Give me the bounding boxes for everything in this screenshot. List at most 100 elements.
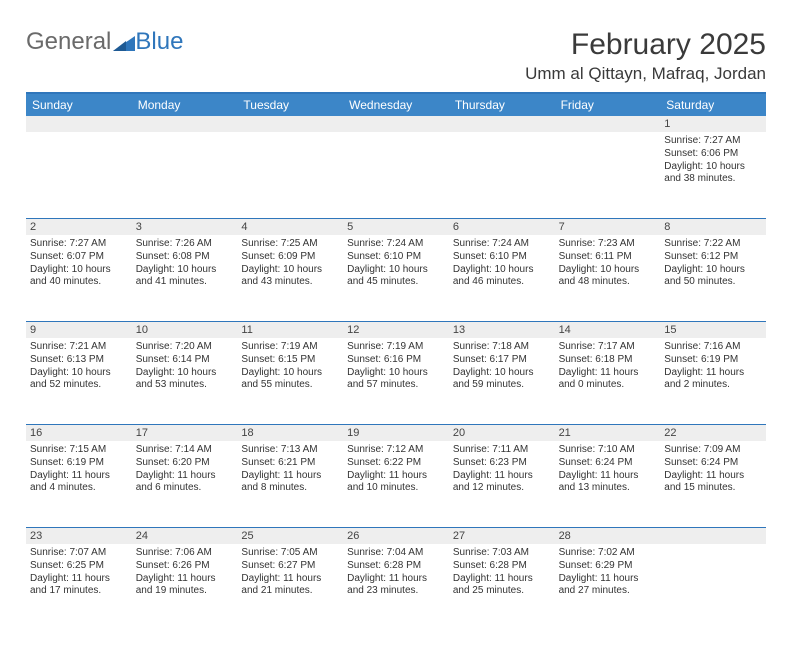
day-number: 12: [343, 322, 449, 338]
calendar-cell: Sunrise: 7:16 AMSunset: 6:19 PMDaylight:…: [660, 338, 766, 424]
day-number: 18: [237, 425, 343, 441]
sunrise-text: Sunrise: 7:20 AM: [136, 341, 234, 354]
day-number: [132, 116, 238, 132]
sunrise-text: Sunrise: 7:15 AM: [30, 444, 128, 457]
sunset-text: Sunset: 6:24 PM: [664, 457, 762, 470]
sunset-text: Sunset: 6:28 PM: [347, 560, 445, 573]
calendar-cell: Sunrise: 7:25 AMSunset: 6:09 PMDaylight:…: [237, 235, 343, 321]
calendar-cell: Sunrise: 7:18 AMSunset: 6:17 PMDaylight:…: [449, 338, 555, 424]
day-number: [26, 116, 132, 132]
sunrise-text: Sunrise: 7:05 AM: [241, 547, 339, 560]
day-number: 20: [449, 425, 555, 441]
daylight-text: Daylight: 10 hours and 50 minutes.: [664, 264, 762, 290]
weekday-header: Friday: [555, 94, 661, 116]
sunrise-text: Sunrise: 7:09 AM: [664, 444, 762, 457]
sunset-text: Sunset: 6:07 PM: [30, 251, 128, 264]
day-number: 5: [343, 219, 449, 235]
sunset-text: Sunset: 6:23 PM: [453, 457, 551, 470]
calendar-cell: Sunrise: 7:24 AMSunset: 6:10 PMDaylight:…: [343, 235, 449, 321]
sunrise-text: Sunrise: 7:22 AM: [664, 238, 762, 251]
calendar-cell: Sunrise: 7:13 AMSunset: 6:21 PMDaylight:…: [237, 441, 343, 527]
calendar-grid: 1Sunrise: 7:27 AMSunset: 6:06 PMDaylight…: [26, 116, 766, 630]
day-number: 4: [237, 219, 343, 235]
sunrise-text: Sunrise: 7:21 AM: [30, 341, 128, 354]
day-number: 26: [343, 528, 449, 544]
month-title: February 2025: [525, 28, 766, 62]
calendar-cell: Sunrise: 7:05 AMSunset: 6:27 PMDaylight:…: [237, 544, 343, 630]
calendar-cell: Sunrise: 7:21 AMSunset: 6:13 PMDaylight:…: [26, 338, 132, 424]
sunset-text: Sunset: 6:16 PM: [347, 354, 445, 367]
weekday-header: Monday: [132, 94, 238, 116]
day-number: 10: [132, 322, 238, 338]
sunset-text: Sunset: 6:15 PM: [241, 354, 339, 367]
calendar-cell: Sunrise: 7:22 AMSunset: 6:12 PMDaylight:…: [660, 235, 766, 321]
daylight-text: Daylight: 11 hours and 6 minutes.: [136, 470, 234, 496]
daylight-text: Daylight: 11 hours and 21 minutes.: [241, 573, 339, 599]
brand-part1: General: [26, 28, 111, 56]
sunset-text: Sunset: 6:11 PM: [559, 251, 657, 264]
daylight-text: Daylight: 11 hours and 25 minutes.: [453, 573, 551, 599]
sunset-text: Sunset: 6:19 PM: [30, 457, 128, 470]
daylight-text: Daylight: 10 hours and 45 minutes.: [347, 264, 445, 290]
daylight-text: Daylight: 10 hours and 40 minutes.: [30, 264, 128, 290]
day-number: 15: [660, 322, 766, 338]
sunset-text: Sunset: 6:21 PM: [241, 457, 339, 470]
day-number: 8: [660, 219, 766, 235]
daylight-text: Daylight: 10 hours and 46 minutes.: [453, 264, 551, 290]
day-number: 21: [555, 425, 661, 441]
day-number: 3: [132, 219, 238, 235]
daylight-text: Daylight: 11 hours and 12 minutes.: [453, 470, 551, 496]
daylight-text: Daylight: 11 hours and 2 minutes.: [664, 367, 762, 393]
daylight-text: Daylight: 10 hours and 57 minutes.: [347, 367, 445, 393]
daylight-text: Daylight: 11 hours and 10 minutes.: [347, 470, 445, 496]
sunset-text: Sunset: 6:10 PM: [347, 251, 445, 264]
sunset-text: Sunset: 6:13 PM: [30, 354, 128, 367]
sunrise-text: Sunrise: 7:19 AM: [241, 341, 339, 354]
sunrise-text: Sunrise: 7:27 AM: [30, 238, 128, 251]
day-number: 28: [555, 528, 661, 544]
day-number: [660, 528, 766, 544]
calendar-cell: Sunrise: 7:17 AMSunset: 6:18 PMDaylight:…: [555, 338, 661, 424]
sunset-text: Sunset: 6:17 PM: [453, 354, 551, 367]
daylight-text: Daylight: 11 hours and 17 minutes.: [30, 573, 128, 599]
sunrise-text: Sunrise: 7:27 AM: [664, 135, 762, 148]
sunset-text: Sunset: 6:24 PM: [559, 457, 657, 470]
calendar-cell: Sunrise: 7:26 AMSunset: 6:08 PMDaylight:…: [132, 235, 238, 321]
day-number: 9: [26, 322, 132, 338]
sunrise-text: Sunrise: 7:25 AM: [241, 238, 339, 251]
calendar-cell: Sunrise: 7:04 AMSunset: 6:28 PMDaylight:…: [343, 544, 449, 630]
sunset-text: Sunset: 6:09 PM: [241, 251, 339, 264]
brand-part2: Blue: [135, 28, 183, 56]
sunrise-text: Sunrise: 7:12 AM: [347, 444, 445, 457]
sunrise-text: Sunrise: 7:26 AM: [136, 238, 234, 251]
daylight-text: Daylight: 10 hours and 43 minutes.: [241, 264, 339, 290]
day-number: 7: [555, 219, 661, 235]
day-number: 11: [237, 322, 343, 338]
sunrise-text: Sunrise: 7:24 AM: [347, 238, 445, 251]
sunrise-text: Sunrise: 7:03 AM: [453, 547, 551, 560]
day-number: 25: [237, 528, 343, 544]
weekday-header: Sunday: [26, 94, 132, 116]
day-number: 24: [132, 528, 238, 544]
calendar-cell: Sunrise: 7:14 AMSunset: 6:20 PMDaylight:…: [132, 441, 238, 527]
sunrise-text: Sunrise: 7:07 AM: [30, 547, 128, 560]
day-number: 23: [26, 528, 132, 544]
daylight-text: Daylight: 11 hours and 27 minutes.: [559, 573, 657, 599]
day-number: 2: [26, 219, 132, 235]
calendar-cell: Sunrise: 7:15 AMSunset: 6:19 PMDaylight:…: [26, 441, 132, 527]
day-number: 13: [449, 322, 555, 338]
sunrise-text: Sunrise: 7:02 AM: [559, 547, 657, 560]
day-number: [343, 116, 449, 132]
calendar-cell: [449, 132, 555, 218]
sunrise-text: Sunrise: 7:19 AM: [347, 341, 445, 354]
calendar-cell: [237, 132, 343, 218]
sunset-text: Sunset: 6:28 PM: [453, 560, 551, 573]
sunset-text: Sunset: 6:29 PM: [559, 560, 657, 573]
calendar-cell: Sunrise: 7:02 AMSunset: 6:29 PMDaylight:…: [555, 544, 661, 630]
sunrise-text: Sunrise: 7:13 AM: [241, 444, 339, 457]
sunset-text: Sunset: 6:25 PM: [30, 560, 128, 573]
sunset-text: Sunset: 6:22 PM: [347, 457, 445, 470]
day-number: [237, 116, 343, 132]
sunset-text: Sunset: 6:27 PM: [241, 560, 339, 573]
weekday-header: Tuesday: [237, 94, 343, 116]
